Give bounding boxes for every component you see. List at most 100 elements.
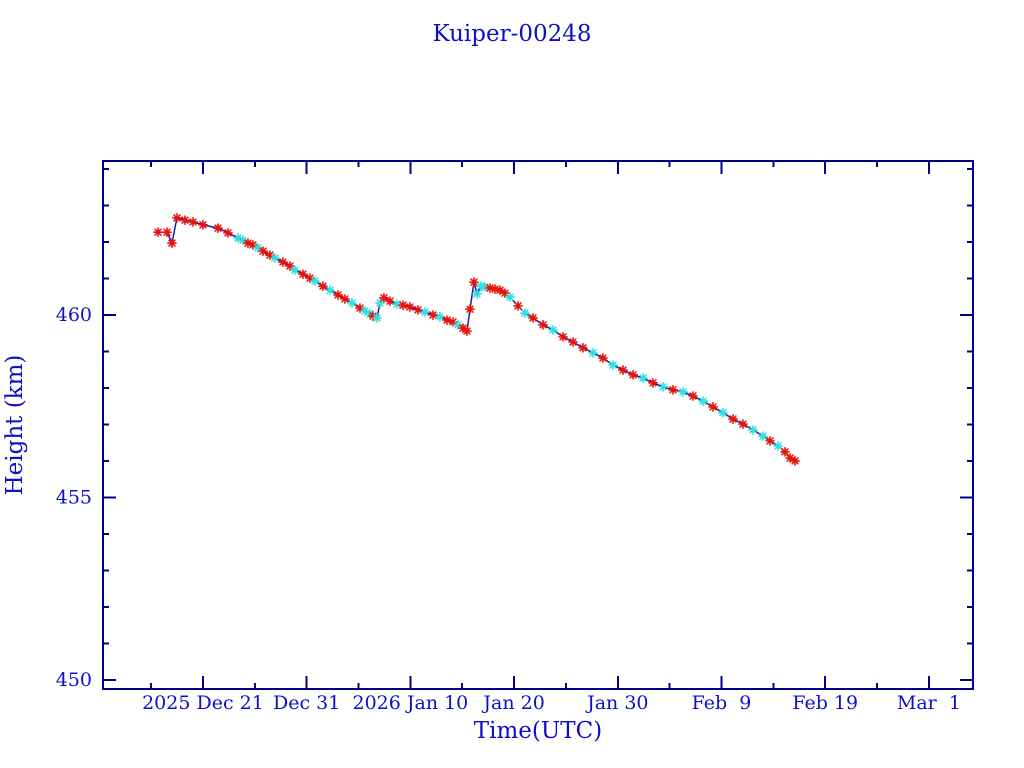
red-asterisk-marker [355,303,365,313]
cyan-asterisk-marker [505,292,515,303]
red-asterisk-marker [598,353,608,363]
cyan-asterisk-marker [392,299,402,309]
red-asterisk-marker [243,238,253,249]
plot-border [102,160,974,690]
red-asterisk-marker [368,311,378,321]
cyan-asterisk-marker [588,348,598,358]
x-tick-label: 2025 Dec 21 [142,692,264,714]
cyan-asterisk-marker [347,298,357,308]
x-tick-label: Jan 30 [585,692,648,714]
cyan-asterisk-marker [758,431,768,442]
red-asterisk-marker [618,365,628,375]
red-asterisk-marker [485,283,495,293]
red-asterisk-marker [458,323,468,334]
y-tick-label: 460 [56,304,92,326]
x-tick-label: Feb 9 [692,692,752,714]
red-asterisk-marker [298,269,308,280]
x-tick-label: 2026 Jan 10 [352,692,468,714]
height-trend-line [158,216,796,462]
red-asterisk-marker [469,277,479,288]
cyan-asterisk-marker [233,233,243,243]
red-asterisk-marker [385,296,395,307]
red-asterisk-marker [462,326,472,336]
red-asterisk-marker [558,331,568,342]
red-asterisk-marker [333,290,343,300]
red-asterisk-marker [628,369,638,380]
data-markers [153,213,800,466]
red-asterisk-marker [318,281,328,292]
red-asterisk-marker [223,227,233,238]
red-asterisk-marker [578,342,588,353]
x-axis-title: Time(UTC) [474,718,602,744]
red-asterisk-marker [172,213,182,223]
x-tick-labels: 2025 Dec 21 Dec 31 2026 Jan 10 Jan 20 Jan 30… [142,692,961,714]
red-asterisk-marker [278,257,288,267]
cyan-asterisk-marker [773,441,783,451]
red-asterisk-marker [428,310,438,320]
red-asterisk-marker [265,250,275,261]
red-asterisk-marker [398,300,408,311]
cyan-asterisk-marker [472,288,482,299]
cyan-asterisk-marker [253,242,263,253]
red-asterisk-marker [500,288,510,298]
y-tick-label: 455 [56,486,92,508]
red-asterisk-marker [668,384,678,395]
red-asterisk-marker [305,273,315,284]
red-asterisk-marker [162,227,172,238]
cyan-asterisk-marker [480,281,490,292]
x-tick-label: Feb 19 [792,692,858,714]
cyan-asterisk-marker [238,235,248,246]
cyan-asterisk-marker [325,285,335,296]
cyan-asterisk-marker [360,306,370,316]
red-asterisk-marker [248,240,258,250]
red-asterisk-marker [513,300,523,311]
data-line [158,216,796,462]
cyan-asterisk-marker [453,319,463,330]
axis-ticks [103,161,973,689]
red-asterisk-marker [285,261,295,271]
red-asterisk-marker [258,246,268,257]
red-asterisk-marker [765,435,775,446]
cyan-asterisk-marker [290,265,300,276]
red-asterisk-marker [495,285,505,296]
red-asterisk-marker [708,402,718,412]
cyan-asterisk-marker [698,396,708,406]
cyan-asterisk-marker [718,407,728,418]
red-asterisk-marker [688,391,698,401]
cyan-asterisk-marker [310,276,320,286]
red-asterisk-marker [538,319,548,330]
red-asterisk-marker [568,337,578,347]
cyan-asterisk-marker [608,360,618,370]
red-asterisk-marker [738,419,748,429]
x-tick-label: Dec 31 [273,692,340,714]
red-asterisk-marker [528,313,538,323]
red-asterisk-marker [790,456,800,466]
red-asterisk-marker [413,304,423,315]
y-tick-labels: 450 455 460 [56,304,92,691]
plot-border-rect [102,160,974,690]
red-asterisk-marker [167,238,177,249]
red-asterisk-marker [153,227,163,238]
cyan-asterisk-marker [520,308,530,319]
cyan-asterisk-marker [270,253,280,263]
chart-title: Kuiper-00248 [432,21,591,47]
x-tick-label: Jan 20 [481,692,544,714]
red-asterisk-marker [785,453,795,463]
cyan-asterisk-marker [375,298,385,308]
cyan-asterisk-marker [435,311,445,322]
cyan-asterisk-marker [638,373,648,384]
red-asterisk-marker [465,304,475,315]
red-asterisk-marker [728,414,738,424]
red-asterisk-marker [405,302,415,312]
y-axis-title: Height (km) [2,355,28,496]
x-tick-label: Mar 1 [897,692,961,714]
red-asterisk-marker [213,223,223,234]
red-asterisk-marker [780,446,790,457]
red-asterisk-marker [442,315,452,325]
red-asterisk-marker [648,377,658,388]
cyan-asterisk-marker [372,313,382,323]
red-asterisk-marker [340,294,350,304]
cyan-asterisk-marker [678,387,688,397]
